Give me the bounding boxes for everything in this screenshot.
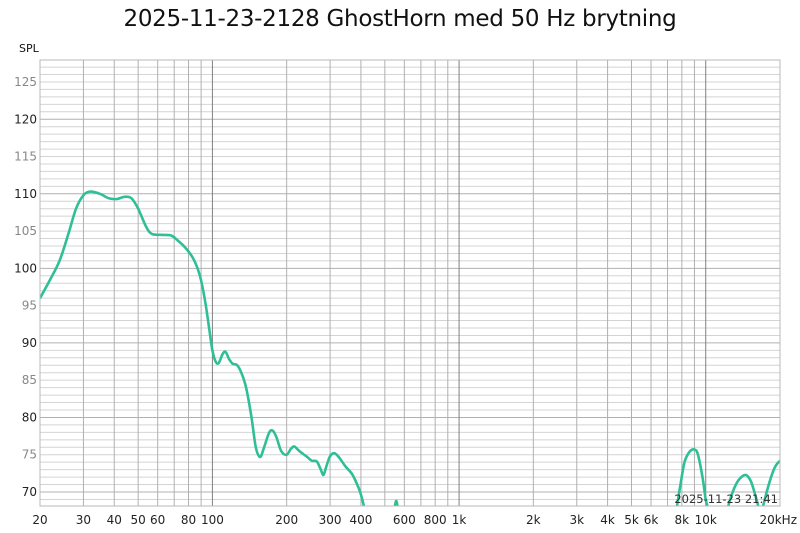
y-tick-label: 75	[22, 448, 37, 462]
y-tick-label: 95	[22, 299, 37, 313]
x-tick-label: 80	[181, 513, 196, 527]
y-tick-label: 70	[22, 485, 37, 499]
chart-title: 2025-11-23-2128 GhostHorn med 50 Hz bryt…	[123, 6, 677, 32]
y-tick-label: 90	[22, 336, 37, 350]
x-tick-label: 30	[76, 513, 91, 527]
x-tick-label: 8k	[675, 513, 690, 527]
y-tick-label: 120	[14, 112, 37, 126]
measurement-timestamp: 2025-11-23 21:41	[674, 492, 778, 506]
x-tick-label: 5k	[624, 513, 639, 527]
x-tick-label: 20	[32, 513, 47, 527]
trace-segment	[675, 448, 709, 506]
x-tick-label: 2k	[526, 513, 541, 527]
x-tick-label: 800	[424, 513, 447, 527]
y-axis-label: SPL	[19, 42, 39, 55]
plot-frame	[39, 59, 781, 507]
x-tick-label: 3k	[569, 513, 584, 527]
y-tick-label: 105	[14, 224, 37, 238]
y-tick-label: 100	[14, 261, 37, 275]
x-tick-label: 10k	[695, 513, 717, 527]
x-tick-label: 600	[393, 513, 416, 527]
x-tick-label: 300	[319, 513, 342, 527]
trace-segment	[761, 459, 780, 506]
x-tick-label: 100	[201, 513, 224, 527]
x-tick-label: 6k	[644, 513, 659, 527]
y-tick-label: 115	[14, 150, 37, 164]
x-tick-label: 4k	[600, 513, 615, 527]
y-tick-label: 80	[22, 410, 37, 424]
x-axis-ticks: 20 30 40 50 60 80 100 200 300 400 600 800 1k 2k 3k 4k 5k…	[32, 513, 797, 527]
x-tick-label: 50	[131, 513, 146, 527]
y-tick-label: 85	[22, 373, 37, 387]
x-tick-label: 1k	[452, 513, 467, 527]
trace-segment	[40, 190, 366, 506]
y-tick-label: 110	[14, 187, 37, 201]
trace-segment	[726, 473, 760, 506]
x-tick-label: 20kHz	[759, 513, 797, 527]
x-tick-label: 400	[349, 513, 372, 527]
x-tick-label: 60	[150, 513, 165, 527]
y-axis-ticks: 70 75 80 85 90 95 100 105 110 115 120 125	[14, 75, 37, 499]
spl-trace	[40, 190, 780, 506]
grid-lines	[39, 60, 781, 506]
x-tick-label: 40	[107, 513, 122, 527]
y-tick-label: 125	[14, 75, 37, 89]
x-tick-label: 200	[275, 513, 298, 527]
trace-segment	[393, 499, 399, 506]
